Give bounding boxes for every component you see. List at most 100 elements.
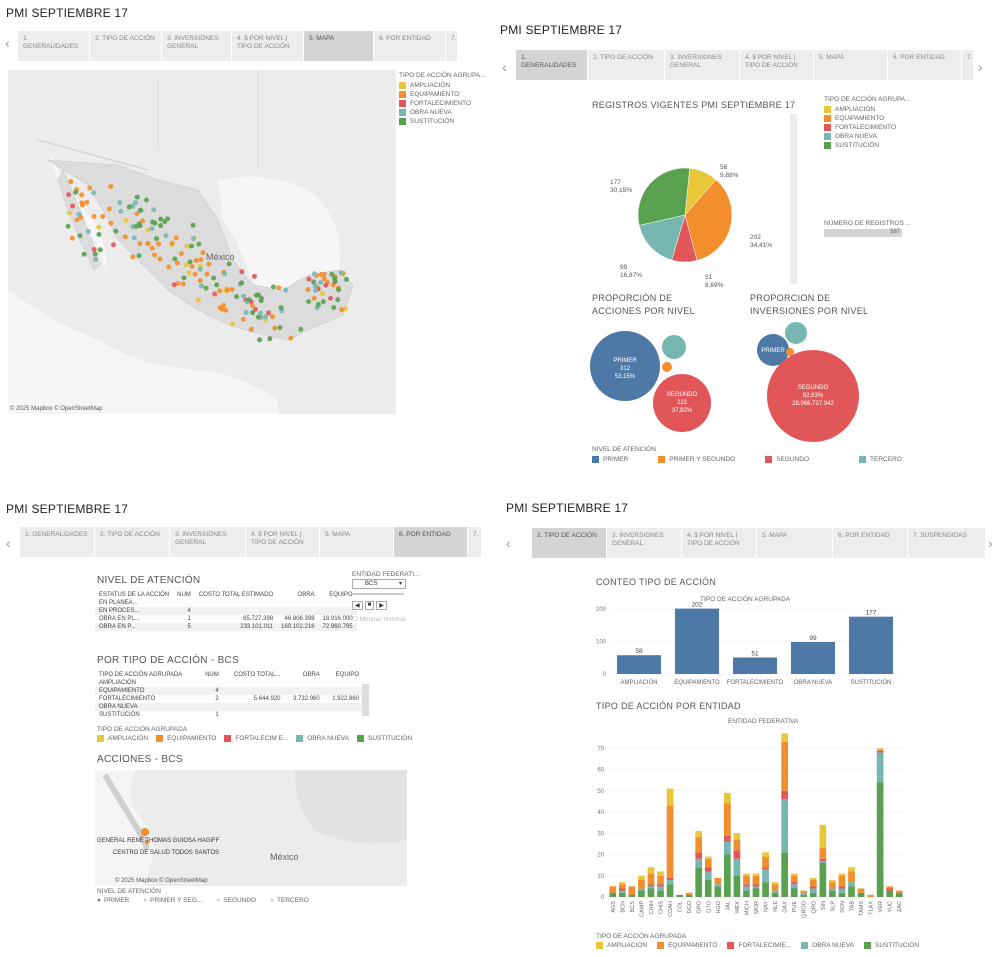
legend-item-ampliacion[interactable]: AMPLIACIÓN (97, 735, 148, 742)
legend-item-sustitucion[interactable]: SUSTITUCIÓN (356, 735, 412, 742)
bar-chart-conteo[interactable]: 0 100 200 58 AMPLIACIÓN 202 EQUIPAMIENTO 51 FORT… (588, 600, 908, 695)
tab-por-nivel[interactable]: 4. $ POR NIVEL | TIPO DE ACCIÓN (246, 527, 320, 557)
tab-generalidades[interactable]: 1. GENERALIDADES (18, 31, 90, 61)
table-row[interactable]: FORTALECIMIENTO 2 5.644.920 3.732.060 1.922.… (95, 695, 363, 703)
bar-subtitle: TIPO DE ACCIÓN AGRUPADA (700, 596, 791, 603)
legend-item-primer-segundo[interactable]: PRIMER Y SEGUNDO (658, 456, 735, 463)
legend-item-sustitucion[interactable]: SUSTITUCIÓN (824, 142, 911, 149)
legend-item-equipamiento[interactable]: EQUIPAMIENTO (824, 115, 911, 122)
tabs-prev-arrow[interactable]: ‹ (6, 535, 11, 551)
tab-inversiones[interactable]: 3. INVERSIONES GENERAL (607, 528, 682, 558)
table-row[interactable]: OBRA NUEVA (95, 703, 363, 711)
legend-item-fortalecimiento[interactable]: FORTALECIMIENTO (399, 100, 486, 107)
tabs-next-arrow[interactable]: › (988, 535, 993, 551)
legend-item-fortalecimiento[interactable]: FORTALECIMIE... (727, 942, 791, 949)
legend-item-obra-nueva[interactable]: OBRA NUEVA (399, 109, 486, 116)
legend-item-fortalecimiento[interactable]: FORTALECIM E... (224, 735, 288, 742)
table-row[interactable]: EN PLANEA... (95, 599, 357, 607)
legend-item-sustitucion[interactable]: SUSTITUCIÓN (863, 942, 919, 949)
legend-item-tercero[interactable]: TERCERO (859, 456, 902, 463)
map-point (100, 214, 106, 220)
mostrar-historial[interactable]: ☐ Mostrar historial (352, 616, 406, 623)
legend-item-primer-segundo[interactable]: ● PRIMER Y SEG... (143, 897, 203, 904)
stacked-bar-chart-entidad[interactable]: 0 10 20 30 40 50 60 70 AGS BCN BCS CAMP CHIH CHIS COAH… (588, 723, 908, 928)
tab-mapa[interactable]: 5. MAPA (757, 528, 833, 558)
table-row[interactable]: EQUIPAMIENTO 4 (95, 687, 363, 695)
legend-item-primer[interactable]: ● PRIMER (97, 897, 130, 904)
entidad-slider[interactable] (352, 593, 404, 595)
tab-tipo-accion[interactable]: 2. TIPO DE ACCIÓN (95, 527, 170, 557)
tab-tipo-accion[interactable]: 2. TIPO DE ACCIÓN (90, 31, 162, 61)
table-scrollbar[interactable] (362, 684, 369, 716)
mexico-map[interactable]: México © 2025 Mapbox © OpenStreetMap (8, 70, 396, 414)
tab-inversiones[interactable]: 3. INVERSIONES GENERAL (162, 31, 232, 61)
tab-por-entidad[interactable]: 6. POR ENTIDAD (394, 527, 468, 557)
tab-por-entidad[interactable]: 6. POR ENTIDAD (833, 528, 908, 558)
tab-mapa[interactable]: 5. MAPA (304, 31, 374, 61)
stop-icon[interactable]: ■ (364, 601, 375, 610)
tab-inversiones[interactable]: 3. INVERSIONES GENERAL (665, 50, 740, 80)
tab-more[interactable]: 7. (962, 50, 974, 80)
legend-item-fortalecimiento[interactable]: FORTALECIMIENTO (824, 124, 911, 131)
map-points[interactable] (65, 179, 350, 343)
legend-item-obra-nueva[interactable]: OBRA NUEVA (801, 942, 854, 949)
legend-item-equipamiento[interactable]: EQUIPAMIENTO (156, 735, 216, 742)
stack-segment (695, 867, 703, 897)
legend-item-obra-nueva[interactable]: OBRA NUEVA (824, 133, 911, 140)
tab-por-nivel[interactable]: 4. $ POR NIVEL | TIPO DE ACCIÓN (682, 528, 757, 558)
tabs-prev-arrow[interactable]: ‹ (502, 59, 507, 75)
map-point (154, 236, 160, 242)
legend-item-ampliacion[interactable]: AMPLIACIÓN (399, 82, 486, 89)
por-nivel-title: NIVEL DE ATENCIÓN (97, 575, 201, 586)
legend-item-segundo[interactable]: SEGUNDO (765, 456, 809, 463)
table-cell (323, 687, 363, 695)
legend-item-ampliacion[interactable]: AMPLIACIÓN (596, 942, 647, 949)
legend-item-sustitucion[interactable]: SUSTITUCIÓN (399, 118, 486, 125)
table-row[interactable]: SUSTITUCIÓN 1 (95, 711, 363, 719)
tabs-prev-arrow[interactable]: ‹ (506, 535, 511, 551)
tab-tipo-accion[interactable]: 2. TIPO DE ACCIÓN (588, 50, 665, 80)
tab-more[interactable]: 7. (446, 31, 458, 61)
map-point (66, 192, 72, 198)
bar-value-label: 51 (751, 650, 759, 657)
tab-por-entidad[interactable]: 6. POR ENTIDAD (374, 31, 446, 61)
table-row[interactable]: OBRA EN PL... 1 65.727.398 46.806.398 18.916… (95, 615, 357, 623)
tabs-next-arrow[interactable]: › (978, 59, 983, 75)
legend-item-tercero[interactable]: ● TERCERO (270, 897, 309, 904)
tabs-prev-arrow[interactable]: ‹ (5, 35, 10, 51)
legend-item-obra-nueva[interactable]: OBRA NUEVA (296, 735, 349, 742)
next-icon[interactable]: ▶ (376, 601, 387, 610)
legend-item-equipamiento[interactable]: EQUIPAMIENTO (657, 942, 717, 949)
table-row[interactable]: AMPLIACIÓN (95, 679, 363, 687)
tab-por-nivel[interactable]: 4. $ POR NIVEL | TIPO DE ACCIÓN (232, 31, 304, 61)
bubble1-title: PROPORCIÓN DE ACCIONES POR NIVEL (592, 293, 695, 316)
tab-suspendidas[interactable]: 7. SUSPENDIDAS (908, 528, 986, 558)
tab-more[interactable]: 7. (468, 527, 482, 557)
tab-inversiones[interactable]: 3. INVERSIONES GENERAL (170, 527, 246, 557)
entidad-select[interactable]: BCS ▾ (352, 579, 406, 589)
map-point (173, 235, 179, 241)
legend-item-equipamiento[interactable]: EQUIPAMIENTO (399, 91, 486, 98)
pie-scrollbar[interactable] (790, 114, 797, 284)
table-cell (284, 703, 324, 711)
tab-tipo-accion[interactable]: 2. TIPO DE ACCIÓN (532, 528, 607, 558)
legend-item-primer[interactable]: PRIMER (592, 456, 628, 463)
stack-segment (876, 752, 884, 783)
table-cell: FORTALECIMIENTO (99, 696, 156, 702)
map-point (92, 251, 98, 257)
tab-por-entidad[interactable]: 6. POR ENTIDAD (888, 50, 962, 80)
bubble-charts[interactable]: PRIMER 312 53,15% SEGUNDO 222 37,82% PRI… (580, 314, 880, 449)
tab-generalidades[interactable]: 1. GENERALIDADES (516, 50, 588, 80)
tab-por-nivel[interactable]: 4. $ POR NIVEL | TIPO DE ACCIÓN (740, 50, 814, 80)
tab-mapa[interactable]: 5. MAPA (814, 50, 888, 80)
legend-item-segundo[interactable]: ● SEGUNDO (216, 897, 257, 904)
legend-item-ampliacion[interactable]: AMPLIACIÓN (824, 106, 911, 113)
tab-mapa[interactable]: 5. MAPA (320, 527, 394, 557)
prev-icon[interactable]: ◀ (352, 601, 363, 610)
tab-generalidades[interactable]: 1. GENERALIDADES (20, 527, 95, 557)
bcs-map[interactable]: México GENERAL RENÉ THOMAS GUIOSA HAGIFF… (95, 770, 407, 886)
table-row[interactable]: EN PROCES... 4 (95, 607, 357, 615)
tab-bar: 2. TIPO DE ACCIÓN 3. INVERSIONES GENERAL… (532, 528, 992, 558)
table-row[interactable]: OBRA EN P... 5 233.101.011 160.102.216 72.96… (95, 623, 357, 631)
